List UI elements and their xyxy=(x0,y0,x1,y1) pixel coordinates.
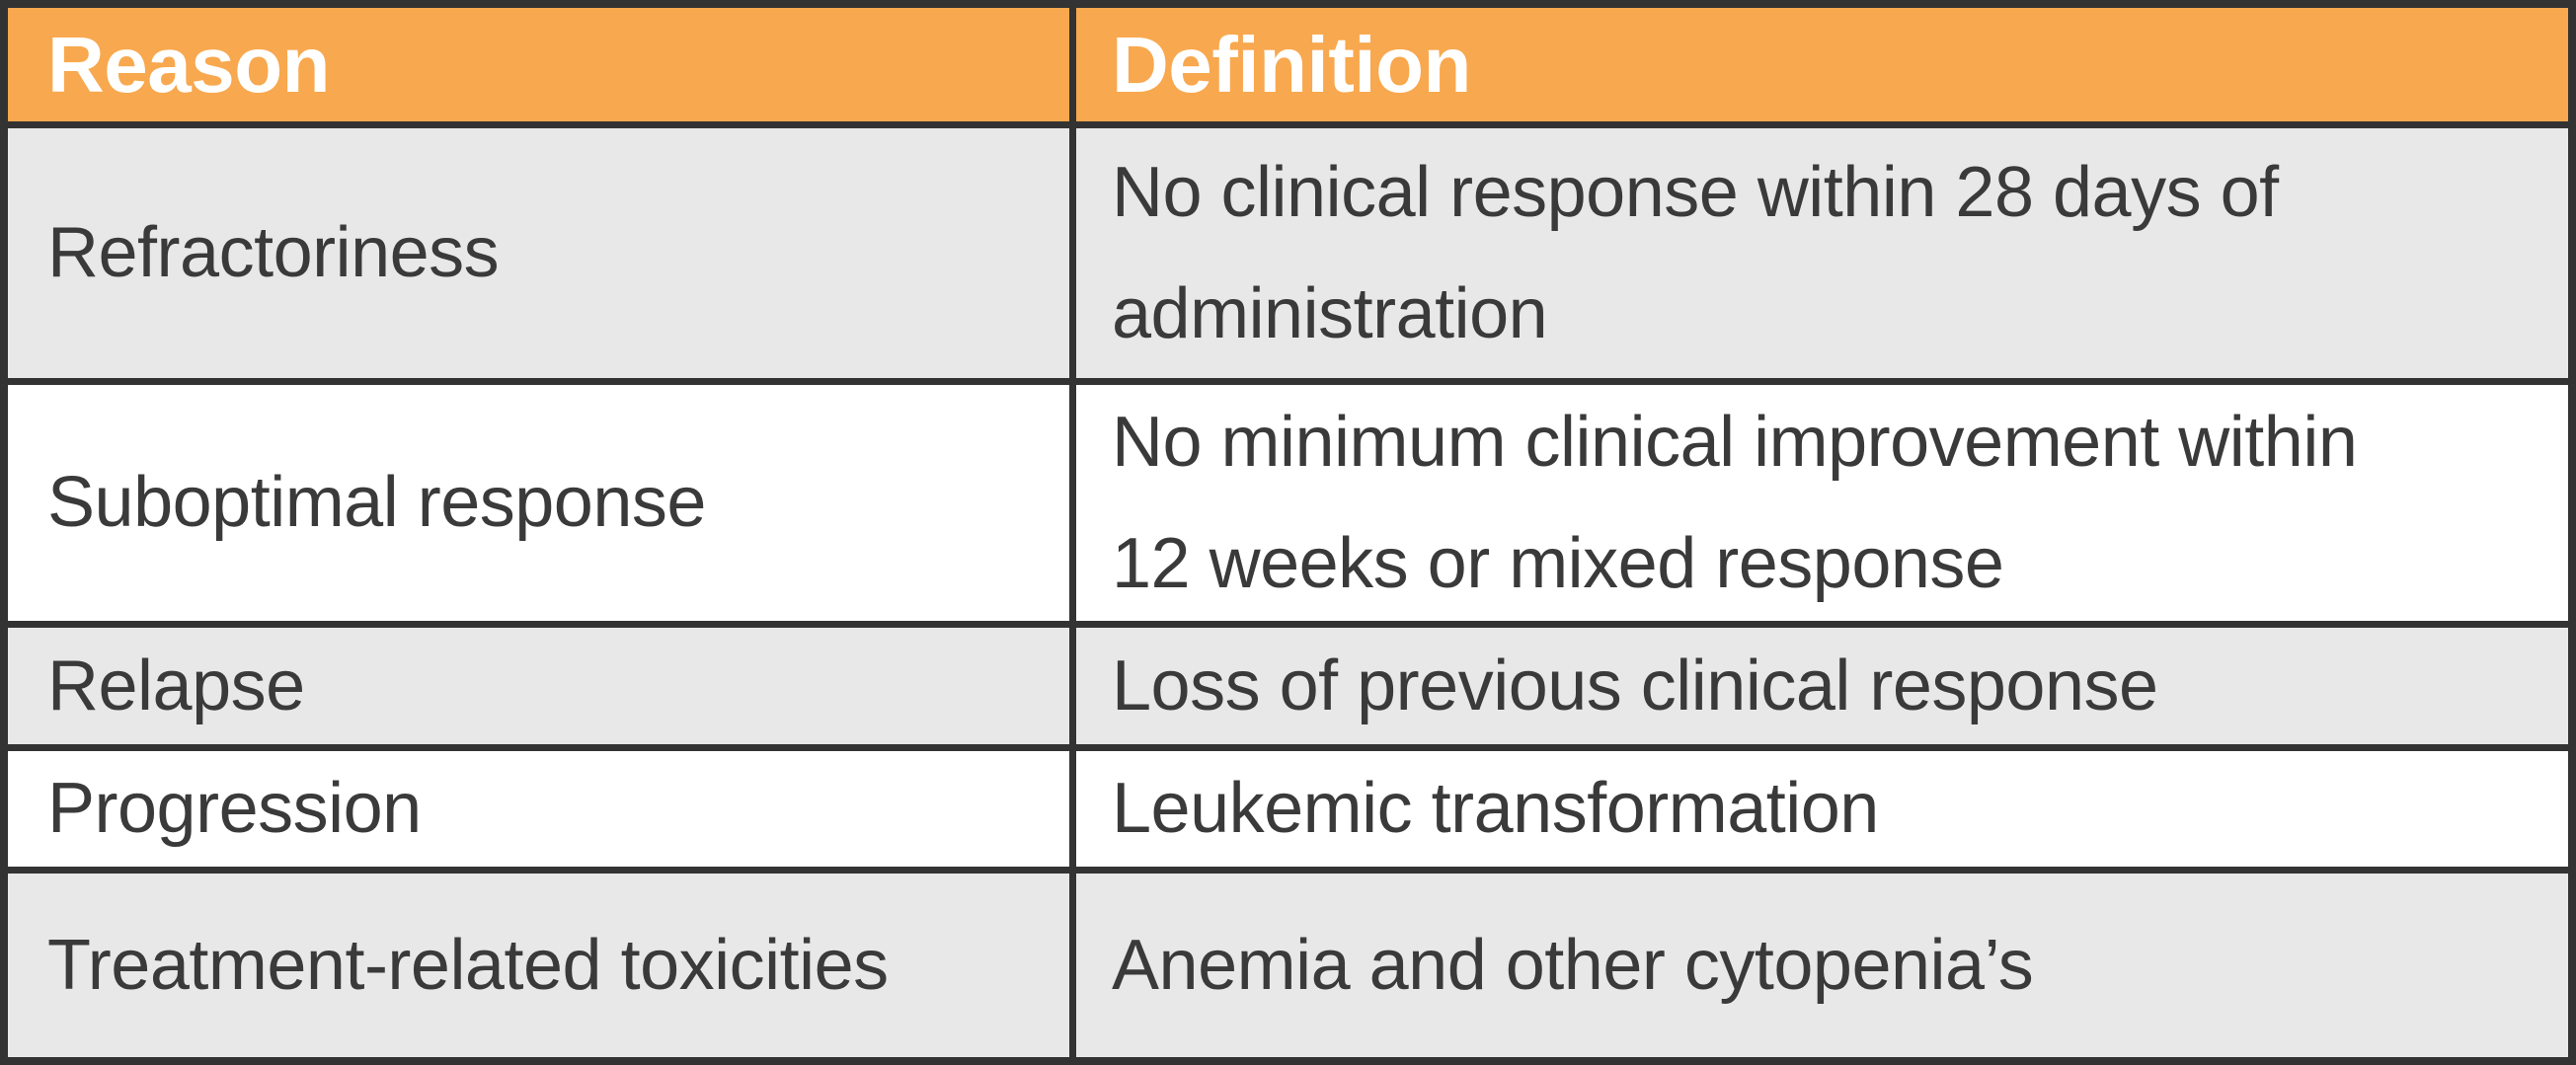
reason-text: Treatment-related toxicities xyxy=(47,925,889,1005)
column-header-definition-label: Definition xyxy=(1112,20,1471,109)
definition-text: Leukemic transformation xyxy=(1112,769,1879,849)
table-row-definition-cell: No clinical response within 28 days of a… xyxy=(1076,128,2568,378)
table-row-reason-cell: Relapse xyxy=(8,628,1069,744)
definition-text: No minimum clinical improvement within 1… xyxy=(1112,403,2358,603)
definition-text: No clinical response within 28 days of a… xyxy=(1112,153,2279,353)
reason-text: Suboptimal response xyxy=(47,463,706,543)
definition-text: Loss of previous clinical response xyxy=(1112,646,2158,725)
reason-text: Relapse xyxy=(47,646,305,725)
column-header-reason: Reason xyxy=(8,8,1069,121)
table-row-reason-cell: Progression xyxy=(8,751,1069,867)
table-row-definition-cell: Leukemic transformation xyxy=(1076,751,2568,867)
table-row-reason-cell: Refractoriness xyxy=(8,128,1069,378)
column-header-definition: Definition xyxy=(1076,8,2568,121)
definition-text: Anemia and other cytopenia’s xyxy=(1112,925,2034,1005)
reason-text: Progression xyxy=(47,769,422,849)
reason-text: Refractoriness xyxy=(47,213,500,293)
table-row-definition-cell: Loss of previous clinical response xyxy=(1076,628,2568,744)
table-row-definition-cell: No minimum clinical improvement within 1… xyxy=(1076,385,2568,621)
column-header-reason-label: Reason xyxy=(47,20,330,109)
table-row-definition-cell: Anemia and other cytopenia’s xyxy=(1076,874,2568,1057)
table-row-reason-cell: Suboptimal response xyxy=(8,385,1069,621)
table-row-reason-cell: Treatment-related toxicities xyxy=(8,874,1069,1057)
